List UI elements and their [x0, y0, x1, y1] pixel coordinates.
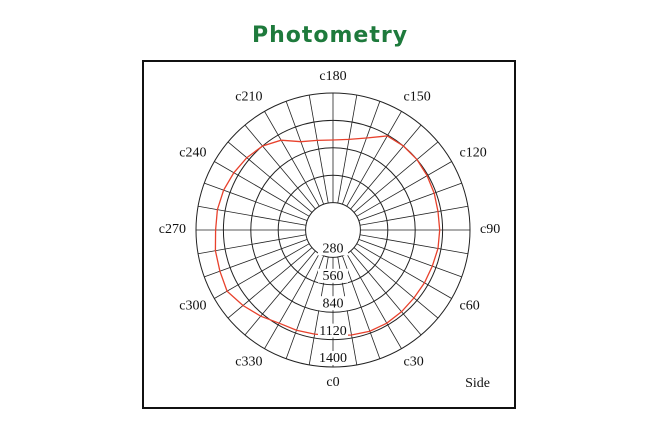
label-bg [318, 351, 348, 365]
angle-label: c270 [159, 222, 186, 237]
r-tick-label: 280 [323, 242, 344, 257]
r-tick-label: 1120 [319, 324, 346, 339]
angle-label: c150 [404, 90, 431, 105]
ring [195, 92, 471, 368]
angle-label: c300 [179, 299, 206, 314]
angle-label: c330 [235, 355, 262, 370]
angle-label: c240 [179, 146, 206, 161]
annotation: Side [465, 376, 490, 391]
ring [222, 119, 444, 341]
angle-label: c30 [404, 355, 424, 370]
label-bg [318, 268, 348, 283]
chart-title: Photometry [252, 23, 408, 48]
angle-label: c90 [480, 222, 500, 237]
frame [142, 60, 516, 409]
r-tick-label: 1400 [319, 351, 347, 366]
angle-label: c0 [326, 375, 339, 390]
ring [277, 174, 389, 286]
r-tick-label: 560 [323, 269, 344, 284]
label-bg [318, 241, 348, 256]
curve [214, 135, 441, 337]
label-bg [318, 296, 348, 311]
angle-label: c180 [319, 69, 346, 84]
r-tick-label: 840 [323, 296, 344, 311]
angle-label: c120 [460, 146, 487, 161]
angle-label: c210 [235, 90, 262, 105]
ring [250, 147, 416, 313]
angle-label: c60 [460, 299, 480, 314]
ring [305, 202, 361, 258]
label-bg [318, 323, 348, 338]
